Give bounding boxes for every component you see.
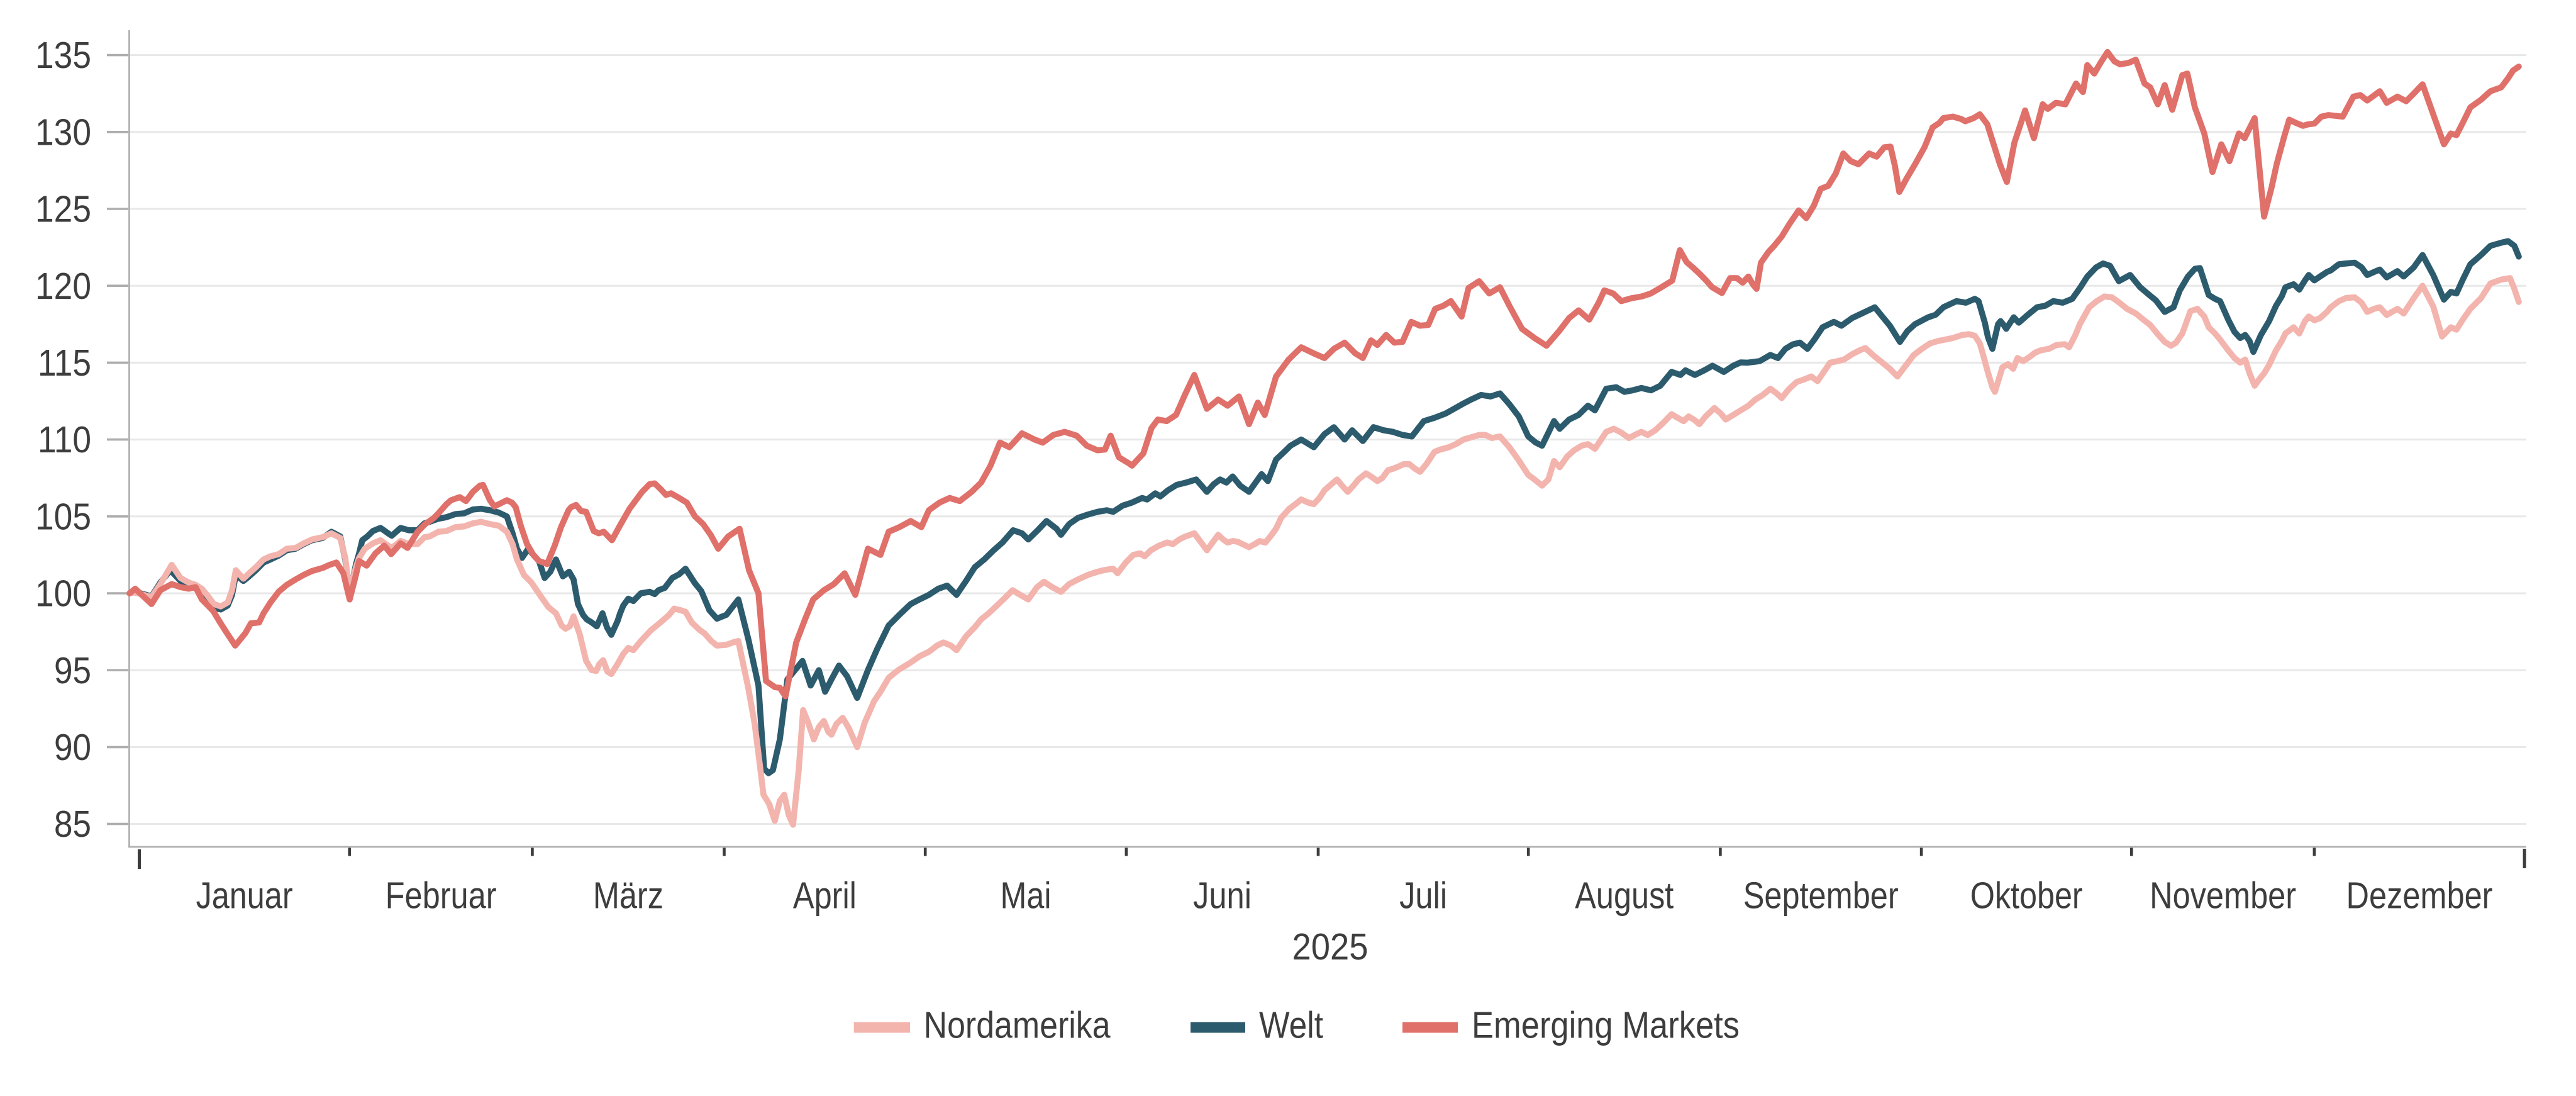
svg-text:Juni: Juni [1193,875,1252,917]
svg-text:Emerging Markets: Emerging Markets [1472,1005,1740,1046]
svg-text:Juli: Juli [1399,875,1447,917]
svg-text:115: 115 [38,342,91,384]
svg-text:November: November [2150,875,2296,917]
svg-text:September: September [1743,875,1899,917]
svg-text:120: 120 [35,266,91,307]
svg-text:Nordamerika: Nordamerika [924,1005,1111,1046]
svg-text:90: 90 [54,727,91,768]
svg-text:100: 100 [35,573,91,615]
svg-text:85: 85 [54,803,91,845]
svg-text:April: April [793,875,857,917]
svg-text:135: 135 [35,35,91,76]
svg-text:Dezember: Dezember [2346,875,2493,917]
svg-text:2025: 2025 [1292,926,1368,968]
svg-text:130: 130 [35,111,91,153]
svg-text:110: 110 [38,419,91,461]
svg-text:125: 125 [35,189,91,230]
svg-text:August: August [1575,875,1674,917]
svg-text:März: März [593,875,663,917]
svg-text:Oktober: Oktober [1970,875,2083,917]
svg-text:Februar: Februar [386,875,497,917]
svg-text:95: 95 [54,650,91,691]
svg-text:Januar: Januar [196,875,293,917]
svg-text:Welt: Welt [1259,1005,1323,1046]
svg-text:105: 105 [35,496,91,537]
svg-text:Mai: Mai [1001,875,1052,917]
